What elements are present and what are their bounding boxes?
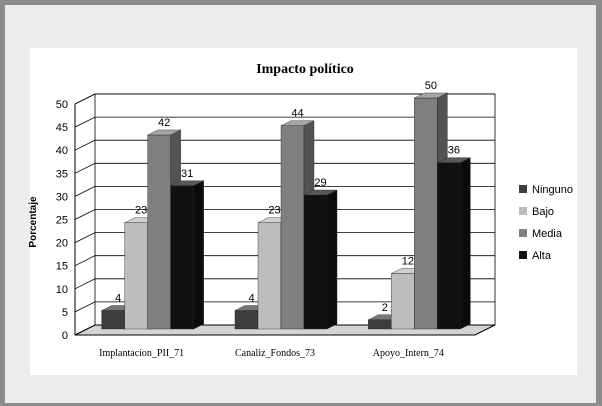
x-tick-label: Canaliz_Fondos_73 bbox=[235, 348, 315, 359]
bar-front bbox=[124, 222, 148, 330]
legend-label: Ninguno bbox=[532, 184, 573, 196]
bar-front bbox=[280, 125, 305, 330]
bar-side bbox=[326, 189, 338, 330]
bar-top bbox=[414, 92, 448, 99]
y-tick-label: 0 bbox=[62, 330, 68, 342]
bar-top bbox=[170, 180, 204, 186]
x-tick-label: Implantacion_PII_71 bbox=[99, 348, 184, 359]
gridline bbox=[74, 278, 495, 290]
gridline bbox=[74, 162, 495, 174]
gridline bbox=[74, 93, 495, 105]
bar-top bbox=[147, 129, 181, 136]
x-tick-label: Apoyo_Intern_74 bbox=[373, 348, 444, 359]
y-tick-label: 45 bbox=[56, 122, 68, 134]
data-label: 23 bbox=[135, 205, 147, 217]
legend-label: Alta bbox=[532, 250, 552, 262]
gridline bbox=[74, 324, 495, 336]
legend-swatch bbox=[519, 185, 527, 193]
y-tick-label: 40 bbox=[56, 145, 68, 157]
y-axis-label: Porcentaje bbox=[28, 196, 39, 248]
data-label: 12 bbox=[402, 256, 414, 268]
y-tick-label: 15 bbox=[56, 261, 68, 273]
bars: 4 23 42 31 4 23 44 29 2 12 50 36 bbox=[101, 80, 471, 330]
bar-front bbox=[257, 222, 282, 330]
x-axis: Implantacion_PII_71 Canaliz_Fondos_73 Apoy… bbox=[99, 348, 444, 359]
bar-side bbox=[193, 180, 204, 330]
y-axis: 0 5 10 15 20 25 30 35 40 45 50 bbox=[56, 99, 76, 342]
y-tick-label: 30 bbox=[56, 191, 68, 203]
chart-title: Impacto político bbox=[256, 62, 354, 77]
bar bbox=[437, 157, 471, 330]
bar-front bbox=[368, 319, 392, 330]
bar-top bbox=[437, 157, 471, 163]
gridline bbox=[74, 232, 495, 243]
data-label: 23 bbox=[268, 205, 280, 217]
y-tick-label: 50 bbox=[56, 99, 68, 111]
data-label: 2 bbox=[382, 302, 388, 314]
bar bbox=[303, 189, 338, 330]
data-label: 31 bbox=[181, 168, 193, 180]
y-tick-label: 5 bbox=[62, 307, 68, 319]
bar-front bbox=[101, 310, 125, 330]
data-label: 42 bbox=[158, 117, 170, 129]
gridline bbox=[74, 116, 495, 128]
data-label: 29 bbox=[314, 177, 326, 189]
y-tick-label: 35 bbox=[56, 168, 68, 180]
bar-front bbox=[234, 310, 259, 330]
gridline bbox=[74, 255, 495, 267]
bar-top bbox=[280, 120, 315, 126]
y-tick-label: 20 bbox=[56, 238, 68, 250]
data-label: 4 bbox=[248, 293, 254, 305]
gridline bbox=[74, 301, 495, 313]
bar-front bbox=[414, 97, 438, 330]
legend: Ninguno Bajo Media Alta bbox=[519, 184, 573, 262]
legend-swatch bbox=[519, 251, 527, 259]
bar-front bbox=[170, 185, 194, 330]
gridline bbox=[74, 139, 495, 151]
bar-front bbox=[391, 273, 415, 330]
data-label: 50 bbox=[425, 80, 437, 92]
legend-swatch bbox=[519, 229, 527, 237]
data-label: 4 bbox=[115, 293, 121, 305]
y-tick-label: 25 bbox=[56, 215, 68, 227]
legend-label: Bajo bbox=[532, 206, 554, 218]
bar-side bbox=[460, 157, 471, 330]
data-label: 36 bbox=[448, 145, 460, 157]
gridline bbox=[74, 185, 495, 197]
bar-front bbox=[147, 134, 171, 330]
gridline bbox=[74, 209, 495, 220]
data-label: 44 bbox=[291, 108, 303, 120]
bar-front bbox=[437, 162, 461, 330]
legend-swatch bbox=[519, 207, 527, 215]
legend-label: Media bbox=[532, 228, 563, 240]
bar bbox=[170, 180, 204, 330]
bar-top bbox=[303, 189, 338, 196]
y-tick-label: 10 bbox=[56, 284, 68, 296]
bar-front bbox=[303, 194, 328, 330]
